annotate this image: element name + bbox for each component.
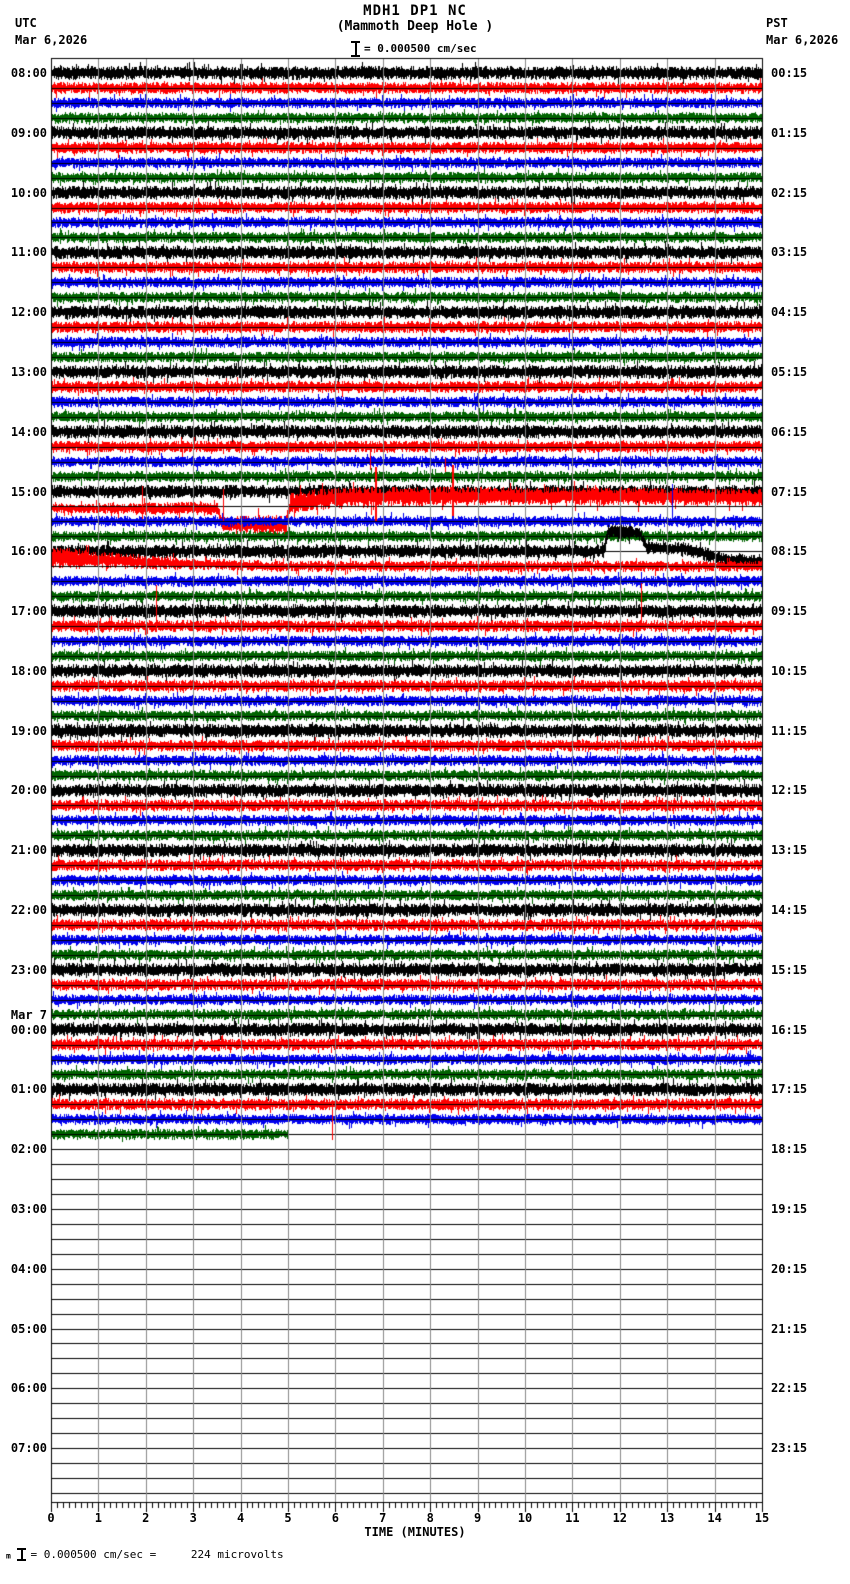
pst-hour-label: 16:15: [771, 1022, 808, 1037]
utc-hour-label: 10:00: [10, 185, 47, 200]
pst-hour-label: 03:15: [771, 245, 808, 260]
pst-hour-label: 05:15: [771, 364, 808, 379]
pst-hour-label: 19:15: [771, 1201, 808, 1216]
minute-tick-label: 8: [426, 1511, 434, 1525]
minute-tick-label: 6: [331, 1511, 339, 1525]
pst-hour-label: 10:15: [771, 663, 808, 678]
utc-hour-label: 07:00: [10, 1441, 47, 1456]
station-subtitle: (Mammoth Deep Hole ): [336, 19, 494, 34]
pst-hour-label: 11:15: [771, 723, 808, 738]
pst-hour-label: 18:15: [771, 1142, 808, 1157]
minute-tick-label: 12: [612, 1511, 628, 1525]
footer-ibeam-icon: [17, 1547, 27, 1561]
minute-tick-label: 0: [47, 1511, 55, 1525]
utc-hour-label: 13:00: [10, 364, 47, 379]
minute-tick-label: 7: [379, 1511, 387, 1525]
utc-hour-label: 23:00: [10, 962, 47, 977]
utc-hour-label: 19:00: [10, 723, 47, 738]
pst-hour-label: 08:15: [771, 544, 808, 559]
pst-timezone-label: PST: [766, 16, 788, 30]
pst-hour-label: 02:15: [771, 185, 808, 200]
utc-hour-label: 22:00: [10, 903, 47, 918]
pst-hour-label: 22:15: [771, 1381, 808, 1396]
utc-hour-label: 00:00: [10, 1022, 47, 1037]
pst-hour-label: 23:15: [771, 1441, 808, 1456]
footer-scale-value: 224 microvolts: [190, 1547, 284, 1561]
pst-hour-label: 14:15: [771, 903, 808, 918]
minute-tick-label: 3: [189, 1511, 197, 1525]
pst-hour-label: 21:15: [771, 1321, 808, 1336]
utc-hour-label: 02:00: [10, 1142, 47, 1157]
utc-hour-label: 16:00: [10, 544, 47, 559]
utc-timezone-label: UTC: [15, 16, 37, 30]
pst-hour-label: 04:15: [771, 305, 808, 320]
pst-hour-label: 01:15: [771, 125, 808, 140]
minute-tick-label: 14: [707, 1511, 722, 1525]
minute-tick-label: 2: [142, 1511, 150, 1525]
pst-hour-label: 13:15: [771, 843, 808, 858]
minute-tick-label: 1: [94, 1511, 102, 1525]
footer-scale-text: = 0.000500 cm/sec =: [30, 1547, 157, 1561]
pst-hour-label: 06:15: [771, 424, 808, 439]
utc-hour-label: 17:00: [10, 604, 47, 619]
amplitude-scale-legend: = 0.000500 cm/sec: [351, 38, 477, 57]
utc-hour-label: 15:00: [10, 484, 47, 499]
pst-hour-label: 20:15: [771, 1261, 808, 1276]
footer-scale-legend: m = 0.000500 cm/sec = 224 microvolts: [6, 1547, 284, 1563]
utc-hour-label: 11:00: [10, 245, 47, 260]
utc-hour-label: 20:00: [10, 783, 47, 798]
utc-date-label: Mar 6,2026: [15, 33, 88, 47]
utc-hour-label: 12:00: [10, 305, 47, 320]
minute-tick-label: 10: [517, 1511, 533, 1525]
utc-hour-label: 04:00: [10, 1261, 47, 1276]
minute-tick-label: 5: [284, 1511, 292, 1525]
utc-hour-label: 08:00: [10, 66, 47, 80]
utc-hour-label: 01:00: [10, 1082, 47, 1097]
date-rollover-label: Mar 7: [10, 1007, 47, 1022]
footer-scale-prefix: m: [6, 1551, 11, 1561]
minute-tick-label: 4: [236, 1511, 245, 1525]
pst-date-label: Mar 6,2026: [766, 33, 839, 47]
pst-hour-label: 00:15: [771, 66, 808, 80]
utc-hour-label: 21:00: [10, 843, 47, 858]
minute-tick-label: 15: [754, 1511, 770, 1525]
pst-hour-label: 12:15: [771, 783, 808, 798]
pst-hour-label: 07:15: [771, 484, 808, 499]
utc-hour-label: 18:00: [10, 663, 47, 678]
minute-tick-label: 11: [565, 1511, 580, 1525]
utc-hour-label: 14:00: [10, 424, 47, 439]
amplitude-scale-text: = 0.000500 cm/sec: [364, 42, 477, 55]
utc-hour-label: 05:00: [10, 1321, 47, 1336]
scale-ibeam-icon: [351, 40, 360, 57]
minute-tick-label: 9: [473, 1511, 482, 1525]
utc-hour-label: 03:00: [10, 1201, 47, 1216]
minute-tick-label: 13: [659, 1511, 675, 1525]
time-axis-title: TIME (MINUTES): [364, 1525, 466, 1539]
utc-hour-label: 06:00: [10, 1381, 47, 1396]
pst-hour-label: 17:15: [771, 1082, 808, 1097]
pst-hour-label: 09:15: [771, 604, 808, 619]
station-title: MDH1 DP1 NC: [363, 3, 467, 19]
utc-hour-label: 09:00: [10, 125, 47, 140]
pst-hour-label: 15:15: [771, 962, 808, 977]
